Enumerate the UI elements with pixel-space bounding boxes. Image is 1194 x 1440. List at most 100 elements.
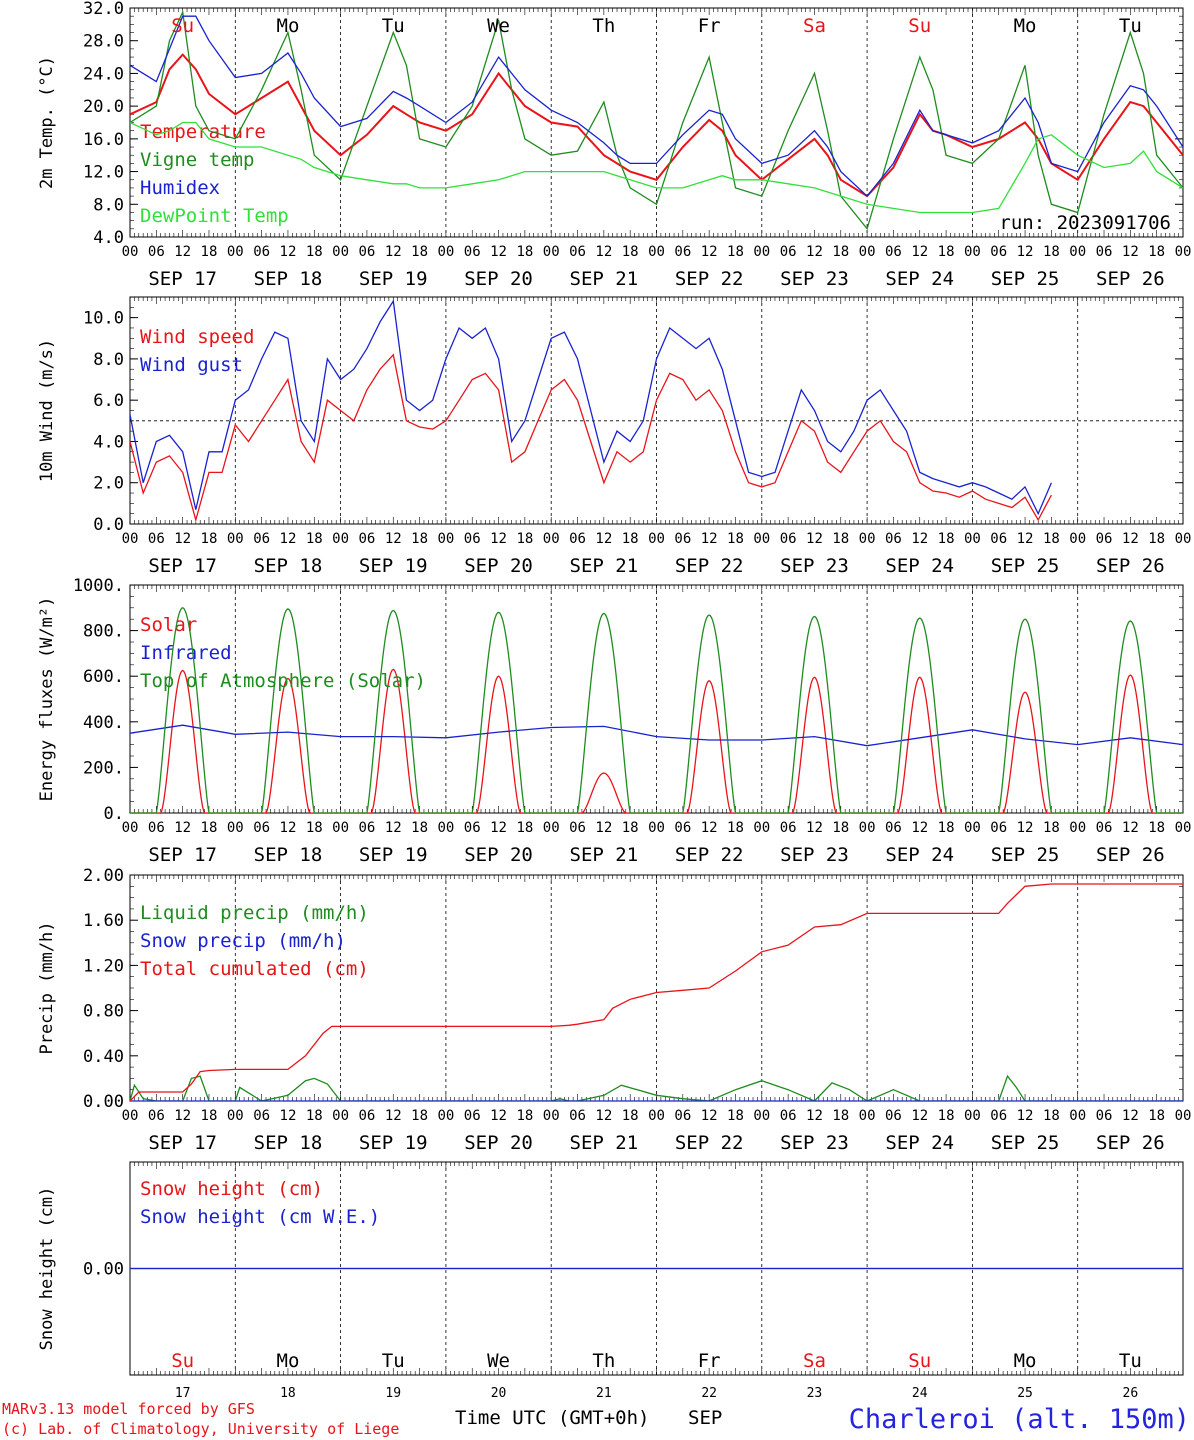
y-axis-label: 10m Wind (m/s) xyxy=(37,339,57,482)
hour-tick-label: 06 xyxy=(148,1108,165,1124)
weekday-label: Mo xyxy=(277,1350,300,1372)
hour-tick-label: 12 xyxy=(174,820,191,836)
date-label: SEP 21 xyxy=(570,1132,639,1154)
hour-tick-label: 12 xyxy=(490,1108,507,1124)
y-tick-label: 0. xyxy=(104,804,124,824)
hour-tick-label: 00 xyxy=(753,1108,770,1124)
series-top-of-atmosphere-solar- xyxy=(130,607,1183,813)
hour-tick-label: 18 xyxy=(306,820,323,836)
hour-tick-label: 18 xyxy=(1043,1108,1060,1124)
hour-tick-label: 12 xyxy=(701,1108,718,1124)
hour-tick-label: 00 xyxy=(227,531,244,547)
hour-tick-label: 00 xyxy=(648,820,665,836)
series-dewpoint-temp xyxy=(130,121,1183,214)
hour-tick-label: 06 xyxy=(464,531,481,547)
y-tick-label: 200. xyxy=(83,758,124,778)
hour-tick-label: 00 xyxy=(753,820,770,836)
series-wind-gust xyxy=(130,299,1052,516)
y-tick-label: 8.0 xyxy=(93,195,124,215)
hour-tick-label: 06 xyxy=(780,531,797,547)
hour-tick-label: 12 xyxy=(385,820,402,836)
panel-3: 0. 200. 400. 600. 800. 1000. Energy fluxes (W/… xyxy=(37,576,1191,866)
hour-tick-label: 00 xyxy=(964,531,981,547)
hour-tick-label: 18 xyxy=(411,244,428,260)
hour-tick-label: 12 xyxy=(385,531,402,547)
legend-entry: Infrared xyxy=(140,642,232,664)
date-label: SEP 22 xyxy=(675,844,744,866)
hour-tick-label: 18 xyxy=(938,531,955,547)
hour-tick-label: 06 xyxy=(885,531,902,547)
hour-tick-label: 18 xyxy=(516,1108,533,1124)
hour-tick-label: 12 xyxy=(490,244,507,260)
hour-tick-label: 12 xyxy=(174,531,191,547)
hour-tick-label: 00 xyxy=(859,820,876,836)
hour-tick-label: 12 xyxy=(911,820,928,836)
hour-tick-label: 12 xyxy=(595,1108,612,1124)
hour-tick-label: 06 xyxy=(1096,1108,1113,1124)
date-label: SEP 18 xyxy=(254,1132,323,1154)
day-number-label: 17 xyxy=(175,1386,191,1401)
hour-tick-label: 18 xyxy=(411,820,428,836)
hour-tick-label: 18 xyxy=(306,531,323,547)
weekday-label: We xyxy=(487,1350,510,1372)
day-number-label: 22 xyxy=(701,1386,717,1401)
hour-tick-label: 00 xyxy=(122,531,139,547)
hour-tick-label: 06 xyxy=(148,820,165,836)
hour-tick-label: 18 xyxy=(622,531,639,547)
hour-tick-label: 06 xyxy=(358,531,375,547)
date-label: SEP 24 xyxy=(885,555,954,577)
hour-tick-label: 06 xyxy=(464,244,481,260)
date-label: SEP 22 xyxy=(675,1132,744,1154)
hour-tick-label: 00 xyxy=(859,244,876,260)
hour-tick-label: 18 xyxy=(516,244,533,260)
date-label: SEP 17 xyxy=(148,844,217,866)
run-label: run: 2023091706 xyxy=(999,212,1171,234)
y-axis-label: Snow height (cm) xyxy=(37,1187,57,1351)
hour-tick-label: 06 xyxy=(253,1108,270,1124)
hour-tick-label: 00 xyxy=(543,820,560,836)
hour-tick-label: 06 xyxy=(990,1108,1007,1124)
hour-tick-label: 06 xyxy=(990,820,1007,836)
day-number-label: 26 xyxy=(1123,1386,1139,1401)
date-label: SEP 23 xyxy=(780,844,849,866)
hour-tick-label: 06 xyxy=(1096,820,1113,836)
hour-tick-label: 18 xyxy=(727,820,744,836)
hour-tick-label: 06 xyxy=(990,531,1007,547)
date-label: SEP 18 xyxy=(254,268,323,290)
date-label: SEP 19 xyxy=(359,555,428,577)
date-label: SEP 26 xyxy=(1096,555,1165,577)
hour-tick-label: 06 xyxy=(674,820,691,836)
weekday-label: Sa xyxy=(803,15,826,37)
hour-tick-label: 18 xyxy=(832,820,849,836)
date-label: SEP 21 xyxy=(570,844,639,866)
series-solar xyxy=(130,668,1183,813)
hour-tick-label: 06 xyxy=(885,1108,902,1124)
hour-tick-label: 18 xyxy=(1043,244,1060,260)
hour-tick-label: 18 xyxy=(411,1108,428,1124)
hour-tick-label: 12 xyxy=(1017,244,1034,260)
date-label: SEP 18 xyxy=(254,555,323,577)
date-label: SEP 24 xyxy=(885,844,954,866)
hour-tick-label: 00 xyxy=(227,1108,244,1124)
hour-tick-label: 00 xyxy=(122,244,139,260)
day-number-label: 24 xyxy=(912,1386,928,1401)
date-label: SEP 21 xyxy=(570,555,639,577)
date-label: SEP 17 xyxy=(148,268,217,290)
y-tick-label: 600. xyxy=(83,667,124,687)
weekday-label: Tu xyxy=(382,1350,405,1372)
hour-tick-label: 12 xyxy=(1017,531,1034,547)
legend-entry: DewPoint Temp xyxy=(140,205,289,227)
hour-tick-label: 18 xyxy=(727,1108,744,1124)
weekday-label: Fr xyxy=(698,15,721,37)
legend-entry: Humidex xyxy=(140,177,220,199)
weekday-label: We xyxy=(487,15,510,37)
hour-tick-label: 06 xyxy=(464,820,481,836)
y-tick-label: 0.00 xyxy=(83,1092,124,1112)
weekday-label: Th xyxy=(592,15,615,37)
date-label: SEP 20 xyxy=(464,844,533,866)
hour-tick-label: 00 xyxy=(332,531,349,547)
date-label: SEP 23 xyxy=(780,1132,849,1154)
hour-tick-label: 00 xyxy=(227,244,244,260)
time-axis-label: Time UTC (GMT+0h) xyxy=(455,1407,649,1429)
